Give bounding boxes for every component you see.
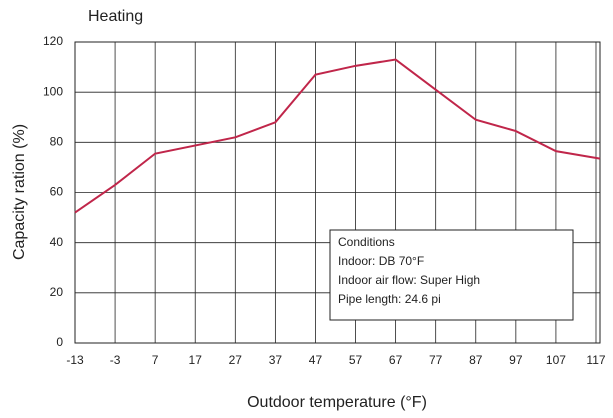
x-tick-label: 47 xyxy=(309,353,323,367)
y-axis-label: Capacity ration (%) xyxy=(11,124,28,260)
x-tick-label: 87 xyxy=(469,353,483,367)
conditions-title: Conditions xyxy=(338,235,395,249)
conditions-line: Indoor: DB 70°F xyxy=(338,254,424,268)
x-tick-label: -3 xyxy=(110,353,121,367)
x-tick-label: 97 xyxy=(509,353,523,367)
y-tick-label: 120 xyxy=(43,34,63,48)
x-tick-label: 57 xyxy=(349,353,363,367)
x-tick-label: 77 xyxy=(429,353,443,367)
x-tick-label: 37 xyxy=(269,353,283,367)
conditions-box xyxy=(329,229,574,321)
y-tick-label: 100 xyxy=(43,84,63,98)
x-tick-label: -13 xyxy=(66,353,84,367)
conditions-line: Indoor air flow: Super High xyxy=(338,273,480,287)
data-line xyxy=(74,58,601,214)
conditions-line: Pipe length: 24.6 pi xyxy=(338,292,441,306)
x-tick-label: 27 xyxy=(229,353,243,367)
chart-title: Heating xyxy=(88,8,143,25)
x-tick-label: 107 xyxy=(546,353,566,367)
plot-frame xyxy=(74,41,601,344)
y-tick-label: 40 xyxy=(50,235,64,249)
y-tick-label: 80 xyxy=(50,135,64,149)
y-tick-label: 20 xyxy=(50,285,64,299)
x-tick-label: 17 xyxy=(189,353,203,367)
y-tick-label: 0 xyxy=(56,335,63,349)
x-tick-label: 67 xyxy=(389,353,403,367)
x-tick-label: 117 xyxy=(586,353,605,367)
x-tick-label: 7 xyxy=(152,353,159,367)
x-axis-label: Outdoor temperature (°F) xyxy=(247,394,427,411)
y-tick-label: 60 xyxy=(50,185,64,199)
